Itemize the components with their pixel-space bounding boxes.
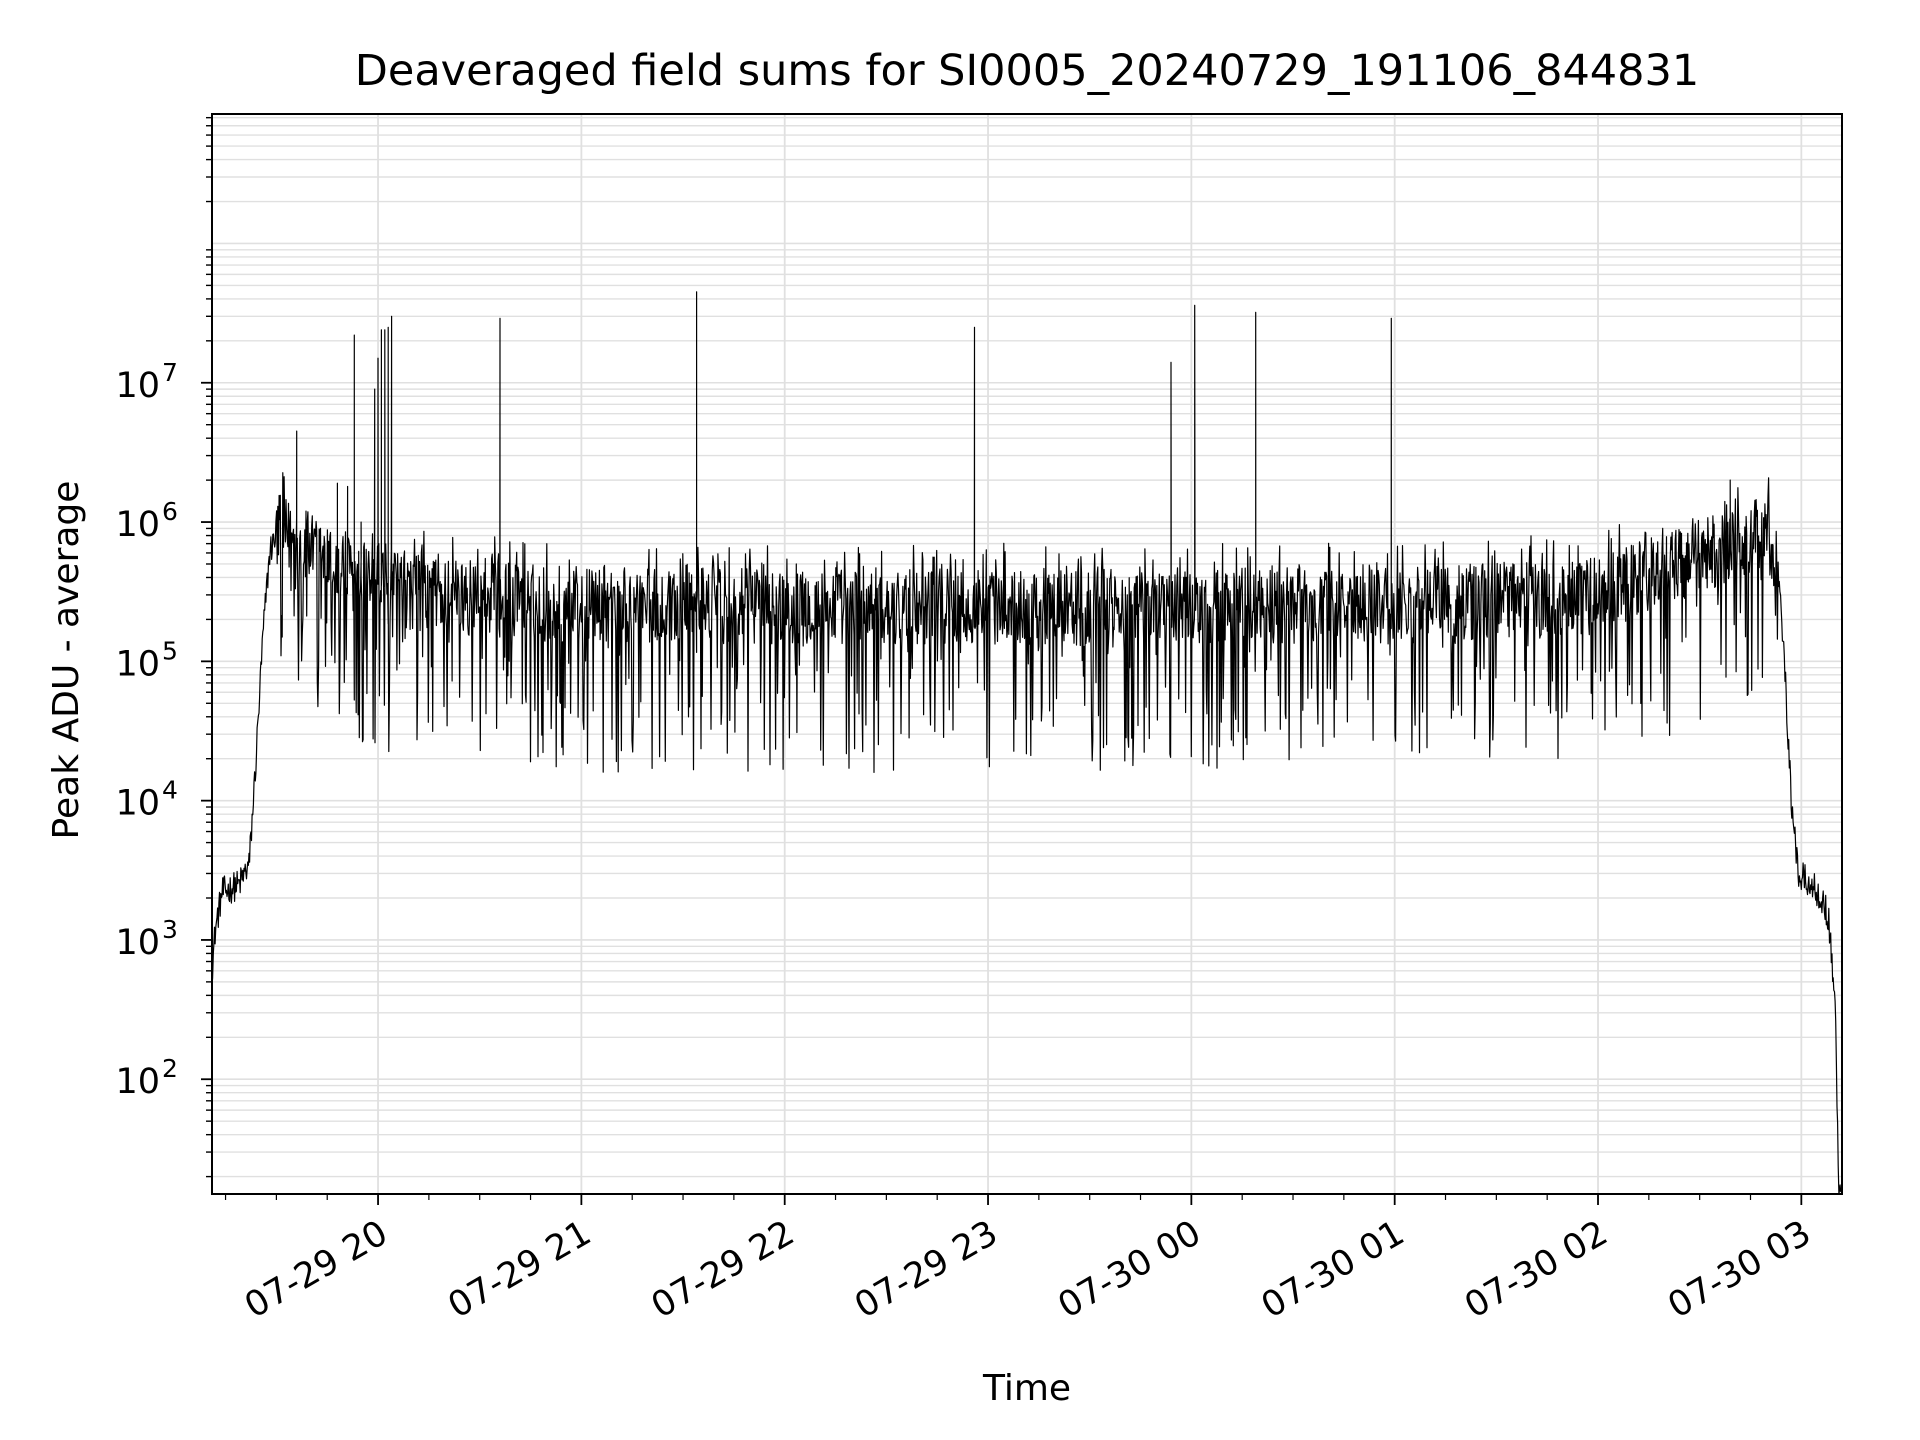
y-tick-exponent: 5 bbox=[162, 636, 178, 665]
series-layer bbox=[211, 291, 1843, 1195]
y-tick-exponent: 2 bbox=[162, 1054, 178, 1083]
series-line bbox=[211, 291, 1843, 1195]
y-tick-base: 10 bbox=[115, 505, 160, 545]
y-tick-exponent: 6 bbox=[162, 497, 178, 526]
x-axis-label: Time bbox=[982, 1368, 1071, 1409]
y-tick-base: 10 bbox=[115, 644, 160, 684]
y-tick-base: 10 bbox=[115, 784, 160, 824]
y-tick-base: 10 bbox=[115, 366, 160, 406]
y-tick-label: 10 5 bbox=[115, 636, 177, 684]
y-tick-label: 10 4 bbox=[115, 776, 177, 824]
chart-title: Deaveraged field sums for SI0005_2024072… bbox=[355, 46, 1700, 96]
y-tick-label: 10 6 bbox=[115, 497, 177, 545]
y-tick-base: 10 bbox=[115, 1062, 160, 1102]
y-tick-label: 10 3 bbox=[115, 915, 177, 963]
plot-frame bbox=[211, 113, 1843, 1195]
y-axis-label: Peak ADU - average bbox=[46, 481, 87, 840]
y-tick-label: 10 2 bbox=[115, 1054, 177, 1102]
y-tick-exponent: 7 bbox=[162, 358, 178, 387]
y-tick-exponent: 3 bbox=[162, 915, 178, 944]
y-tick-exponent: 4 bbox=[162, 776, 178, 805]
y-tick-base: 10 bbox=[115, 923, 160, 963]
y-tick-label: 10 7 bbox=[115, 358, 177, 406]
